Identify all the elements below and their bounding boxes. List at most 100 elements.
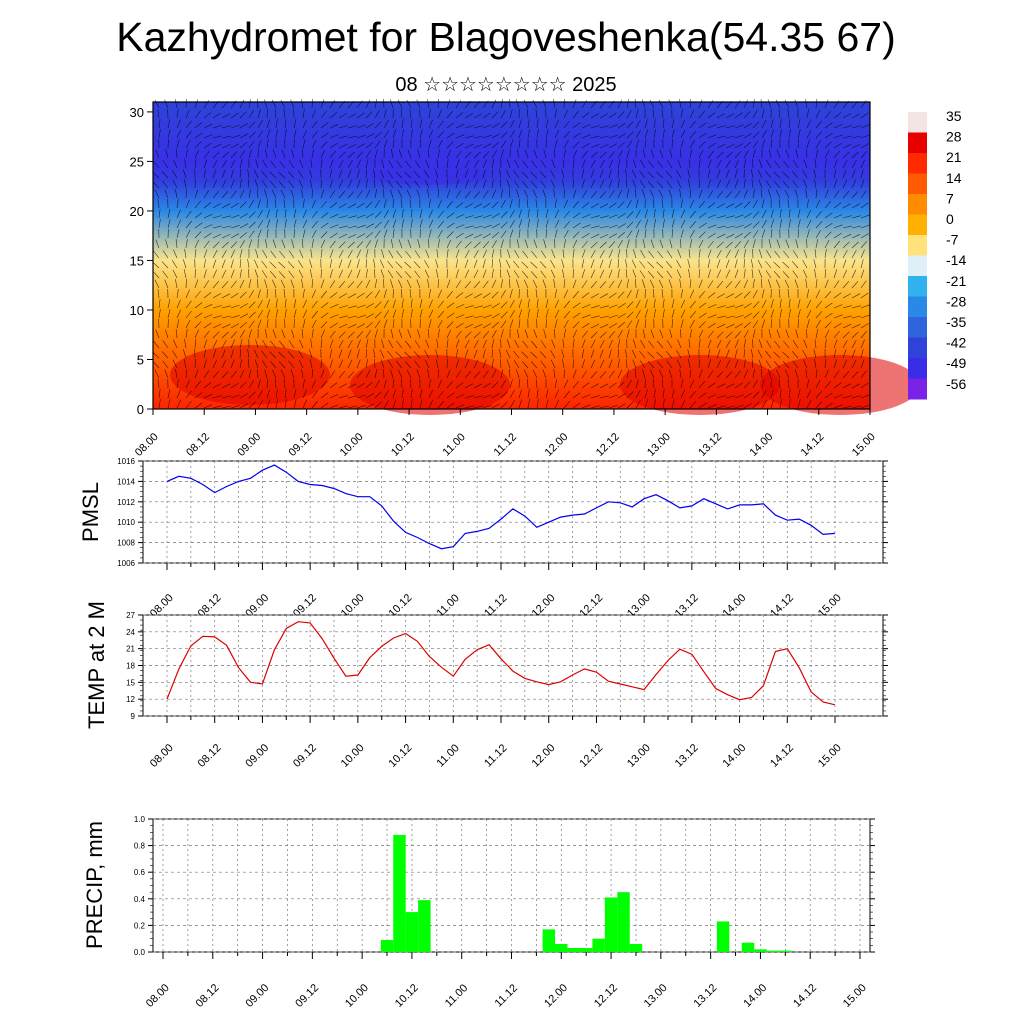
wind-barb — [608, 241, 616, 249]
wind-barb — [446, 141, 454, 149]
wind-barb — [392, 288, 394, 299]
wind-barb — [716, 359, 722, 369]
wind-barb — [455, 292, 464, 299]
wind-barb — [540, 360, 547, 369]
wind-barb — [860, 339, 865, 349]
wind-barb — [248, 320, 255, 329]
wind-barb — [266, 209, 270, 219]
wind-barb — [500, 200, 506, 209]
wind-barb — [716, 405, 726, 409]
wind-barb — [261, 170, 268, 179]
wind-barb — [842, 305, 852, 309]
wind-barb — [401, 219, 404, 229]
wind-barb — [778, 198, 781, 209]
x-tick-label: 12.00 — [543, 431, 571, 459]
wind-barb — [194, 279, 199, 289]
wind-barb — [428, 289, 431, 299]
wind-barb — [239, 189, 245, 199]
wind-barb — [770, 318, 773, 329]
wind-barb — [581, 280, 588, 289]
x-tick-label: 10.00 — [343, 982, 371, 1010]
wind-barb — [212, 143, 222, 149]
wind-barb — [158, 399, 161, 409]
wind-barb — [500, 110, 506, 119]
wind-barb — [347, 160, 353, 169]
wind-barb — [680, 199, 683, 209]
wind-barb — [239, 123, 248, 129]
wind-barb — [203, 123, 213, 129]
wind-barb — [770, 119, 774, 129]
wind-barb — [248, 230, 255, 239]
wind-barb — [625, 259, 628, 269]
wind-barb — [716, 179, 722, 189]
wind-barb — [505, 169, 511, 179]
wind-barb — [254, 179, 259, 189]
wind-barb — [473, 383, 483, 389]
wind-barb — [509, 278, 511, 289]
wind-barb — [428, 219, 434, 229]
wind-barb — [446, 329, 452, 339]
wind-barb — [635, 130, 641, 139]
wind-barb — [338, 315, 348, 319]
wind-barb — [851, 281, 859, 289]
wind-barb — [261, 260, 268, 269]
wind-barb — [788, 219, 791, 229]
wind-barb — [257, 188, 259, 199]
wind-barb — [212, 371, 220, 379]
wind-barb — [791, 351, 799, 359]
wind-barb — [608, 190, 615, 199]
wind-barb — [521, 171, 529, 179]
wind-barb — [688, 359, 691, 369]
wind-barb — [356, 124, 366, 129]
wind-barb — [272, 329, 277, 339]
wind-barb — [356, 159, 361, 169]
wind-barb — [435, 349, 439, 359]
wind-barb — [395, 171, 403, 179]
y-tick-label: 25 — [130, 154, 144, 169]
wind-barb — [563, 401, 571, 409]
wind-barb — [626, 290, 632, 299]
wind-barb — [194, 99, 199, 109]
wind-barb — [698, 99, 703, 109]
wind-barb — [677, 339, 682, 349]
wind-barb — [239, 213, 248, 219]
wind-barb — [257, 278, 259, 289]
wind-barb — [776, 369, 781, 379]
wind-barb — [374, 200, 380, 209]
wind-barb — [464, 241, 472, 249]
wind-barb — [310, 339, 313, 349]
wind-barb — [381, 339, 385, 349]
wind-barb — [689, 188, 692, 199]
wind-barb — [455, 214, 465, 219]
wind-barb — [446, 212, 455, 219]
wind-barb — [239, 223, 249, 229]
wind-barb — [338, 259, 343, 269]
x-tick-label: 13.12 — [673, 742, 701, 770]
wind-barb — [221, 281, 229, 289]
wind-barb — [554, 148, 556, 159]
wind-barb — [815, 98, 818, 109]
wind-barb — [550, 170, 556, 179]
wind-barb — [230, 143, 240, 149]
wind-barb — [212, 323, 222, 329]
wind-barb — [833, 359, 838, 369]
wind-barb — [531, 340, 538, 349]
wind-barb — [266, 288, 268, 299]
wind-barb — [338, 151, 346, 159]
wind-barb — [185, 289, 190, 299]
wind-barb — [383, 130, 389, 139]
wind-barb — [642, 279, 646, 289]
wind-barb — [280, 369, 286, 379]
wind-barb — [311, 390, 318, 399]
wind-barb — [698, 141, 706, 149]
wind-barb — [563, 300, 570, 309]
wind-barb — [824, 402, 833, 409]
wind-barb — [356, 349, 360, 359]
wind-barb — [815, 390, 823, 399]
wind-barb — [842, 331, 850, 339]
wind-barb — [491, 123, 500, 129]
wind-barb — [779, 399, 782, 409]
wind-barb — [797, 228, 799, 239]
wind-barb — [770, 229, 773, 239]
wind-barb — [185, 239, 188, 249]
